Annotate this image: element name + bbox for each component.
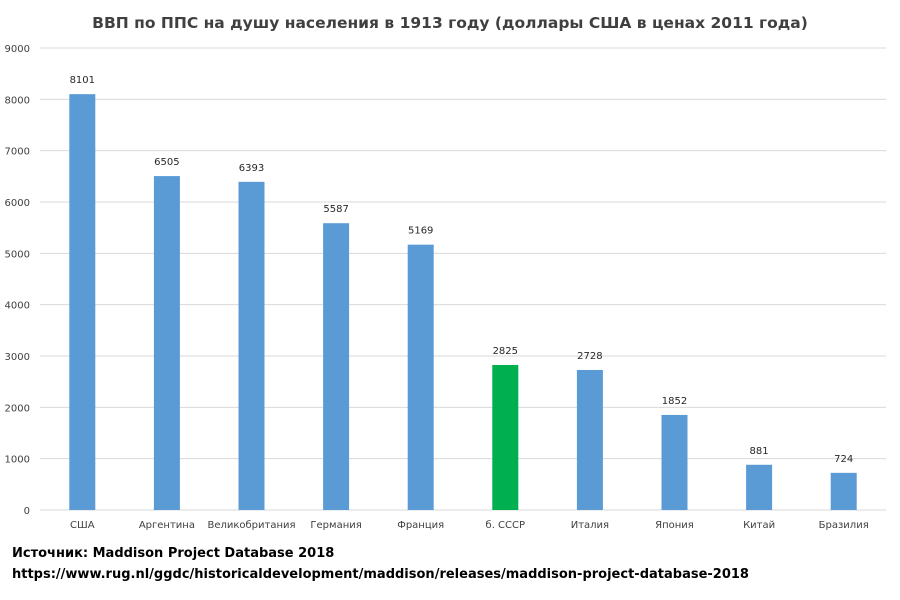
data-label: 5169: [408, 226, 433, 237]
y-axis-ticks: 0 1000 2000 3000 4000 5000 6000 7000 8000 9000: [5, 44, 30, 517]
source-note: Источник: Maddison Project Database 2018…: [12, 543, 749, 585]
x-tick-label: Италия: [571, 520, 609, 531]
x-tick-label: б. СССР: [486, 520, 526, 531]
bar: [492, 364, 519, 510]
bar: [407, 244, 434, 510]
y-tick-label: 3000: [5, 352, 30, 363]
data-labels: 8101 6505 6393 5587 5169 2825 2728 1852 881 724: [70, 75, 854, 465]
source-url: https://www.rug.nl/ggdc/historicaldevelo…: [12, 567, 749, 582]
bar: [661, 414, 688, 510]
y-tick-label: 0: [24, 506, 30, 517]
y-tick-label: 6000: [5, 198, 30, 209]
bar: [238, 181, 265, 511]
x-tick-label: США: [70, 520, 95, 531]
data-label: 2825: [493, 346, 518, 357]
x-tick-label: Великобритания: [207, 520, 295, 531]
data-label: 881: [750, 446, 769, 457]
x-tick-label: Япония: [655, 520, 694, 531]
bar: [830, 472, 857, 510]
data-label: 6505: [154, 157, 179, 168]
chart-title: ВВП по ППС на душу населения в 1913 году…: [92, 14, 808, 32]
y-tick-label: 5000: [5, 249, 30, 260]
x-tick-label: Бразилия: [819, 520, 869, 531]
data-label: 724: [834, 454, 853, 465]
data-label: 5587: [323, 204, 348, 215]
bars: [69, 94, 857, 511]
x-tick-label: Франция: [397, 520, 444, 531]
source-title: Источник: Maddison Project Database 2018: [12, 546, 335, 561]
bar: [576, 369, 603, 510]
y-tick-label: 8000: [5, 95, 30, 106]
chart: ВВП по ППС на душу населения в 1913 году…: [5, 14, 886, 531]
y-tick-label: 2000: [5, 403, 30, 414]
bar: [153, 176, 180, 510]
data-label: 8101: [70, 75, 95, 86]
grid-lines: [40, 47, 886, 511]
bar: [746, 464, 773, 510]
x-tick-label: Германия: [310, 520, 361, 531]
x-axis-ticks: США Аргентина Великобритания Германия Франци…: [70, 520, 869, 531]
data-label: 6393: [239, 163, 264, 174]
y-tick-label: 4000: [5, 301, 30, 312]
data-label: 2728: [577, 351, 602, 362]
bar: [323, 223, 350, 510]
x-tick-label: Аргентина: [139, 520, 195, 531]
y-tick-label: 1000: [5, 455, 30, 466]
bar: [69, 94, 96, 510]
y-tick-label: 7000: [5, 147, 30, 158]
y-tick-label: 9000: [5, 44, 30, 55]
x-tick-label: Китай: [743, 520, 775, 531]
data-label: 1852: [662, 396, 687, 407]
